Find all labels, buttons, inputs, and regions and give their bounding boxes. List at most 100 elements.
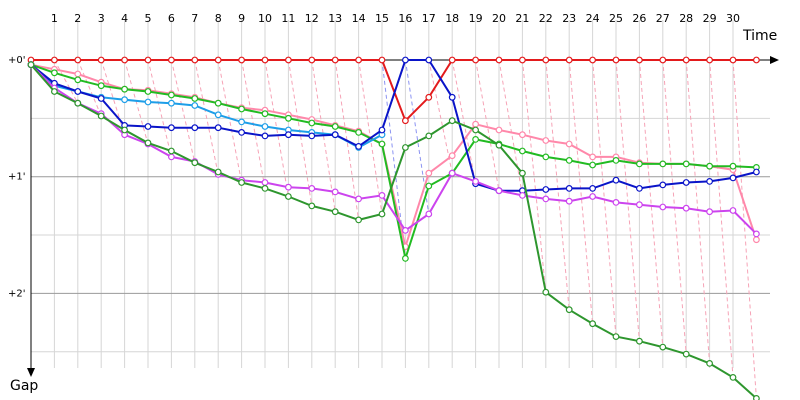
- x-tick-label: 8: [215, 12, 222, 25]
- x-tick-label: 5: [145, 12, 152, 25]
- data-point: [238, 118, 246, 126]
- data-point: [682, 160, 690, 168]
- connector-line: [709, 59, 734, 378]
- data-point: [261, 56, 269, 64]
- data-point: [495, 126, 503, 134]
- data-point: [565, 197, 573, 205]
- connector-line: [498, 59, 523, 196]
- data-point: [261, 179, 269, 186]
- x-tick-label: 16: [398, 12, 412, 25]
- data-point: [682, 56, 690, 64]
- data-point: [121, 96, 128, 104]
- series-line: [30, 59, 757, 192]
- data-point: [542, 137, 550, 144]
- x-tick-label: 20: [492, 12, 506, 25]
- x-tick-label: 25: [609, 12, 623, 25]
- data-point: [214, 56, 222, 64]
- data-point: [191, 159, 199, 167]
- connector-line: [264, 59, 289, 197]
- x-tick-label: 14: [352, 12, 366, 25]
- data-point: [261, 184, 269, 192]
- x-tick-label: 23: [562, 12, 576, 25]
- x-tick-label: 18: [445, 12, 459, 25]
- data-point: [565, 56, 573, 64]
- data-point: [636, 160, 643, 168]
- data-point: [285, 114, 292, 122]
- data-point: [238, 128, 246, 136]
- data-point: [589, 161, 596, 169]
- data-point: [425, 169, 433, 177]
- data-point: [191, 95, 199, 102]
- connector-line: [475, 59, 500, 191]
- x-tick-label: 7: [191, 12, 198, 25]
- data-point: [355, 195, 363, 203]
- data-point: [448, 169, 456, 177]
- y-tick-label: +2': [8, 288, 26, 299]
- data-point: [261, 132, 269, 140]
- data-point: [167, 91, 175, 99]
- data-point: [97, 56, 105, 64]
- connector-line: [147, 59, 172, 157]
- x-tick-label: 22: [539, 12, 553, 25]
- data-point: [706, 360, 713, 367]
- data-point: [167, 153, 175, 161]
- data-point: [331, 131, 339, 139]
- data-point: [331, 188, 339, 196]
- data-point: [565, 156, 573, 164]
- data-point: [331, 56, 339, 64]
- data-point: [214, 99, 222, 107]
- connector-line: [53, 59, 79, 104]
- data-point: [495, 141, 503, 149]
- x-tick-label: 21: [515, 12, 529, 25]
- y-axis-title: Gap: [10, 378, 38, 394]
- data-point: [753, 56, 760, 64]
- data-point: [425, 182, 433, 190]
- series-line: [30, 63, 757, 263]
- data-point: [565, 184, 573, 192]
- data-point: [308, 56, 316, 64]
- data-point: [682, 179, 690, 186]
- data-point: [612, 198, 620, 206]
- data-point: [167, 56, 175, 64]
- data-point: [331, 208, 339, 216]
- x-tick-label: 15: [375, 12, 389, 25]
- data-point: [167, 147, 175, 155]
- data-point: [753, 236, 760, 244]
- data-point: [191, 56, 199, 64]
- data-point: [144, 98, 152, 106]
- data-point: [238, 179, 246, 186]
- data-point: [612, 176, 620, 184]
- data-point: [285, 183, 292, 191]
- data-point: [97, 82, 105, 90]
- data-point: [144, 139, 152, 147]
- connector-line: [170, 59, 196, 163]
- data-point: [612, 56, 620, 64]
- data-point: [51, 56, 58, 64]
- connector-line: [592, 59, 617, 337]
- data-point: [121, 56, 128, 64]
- data-point: [706, 208, 713, 216]
- data-point: [121, 85, 128, 93]
- data-point: [542, 153, 550, 161]
- data-point: [355, 56, 363, 64]
- data-point: [542, 195, 550, 203]
- data-point: [448, 56, 456, 64]
- connector-line: [194, 59, 219, 175]
- data-point: [589, 153, 596, 161]
- data-point: [729, 162, 737, 170]
- x-tick-label: 1: [51, 12, 58, 25]
- data-point: [495, 187, 503, 195]
- data-point: [214, 124, 222, 132]
- data-point: [589, 320, 596, 328]
- data-point: [74, 70, 82, 78]
- data-point: [97, 112, 105, 120]
- data-point: [144, 56, 152, 64]
- data-point: [121, 126, 128, 134]
- data-point: [753, 230, 760, 238]
- data-point: [378, 210, 386, 218]
- data-point: [308, 184, 316, 192]
- connector-line: [428, 59, 453, 174]
- data-point: [636, 201, 643, 209]
- series-line: [30, 63, 758, 251]
